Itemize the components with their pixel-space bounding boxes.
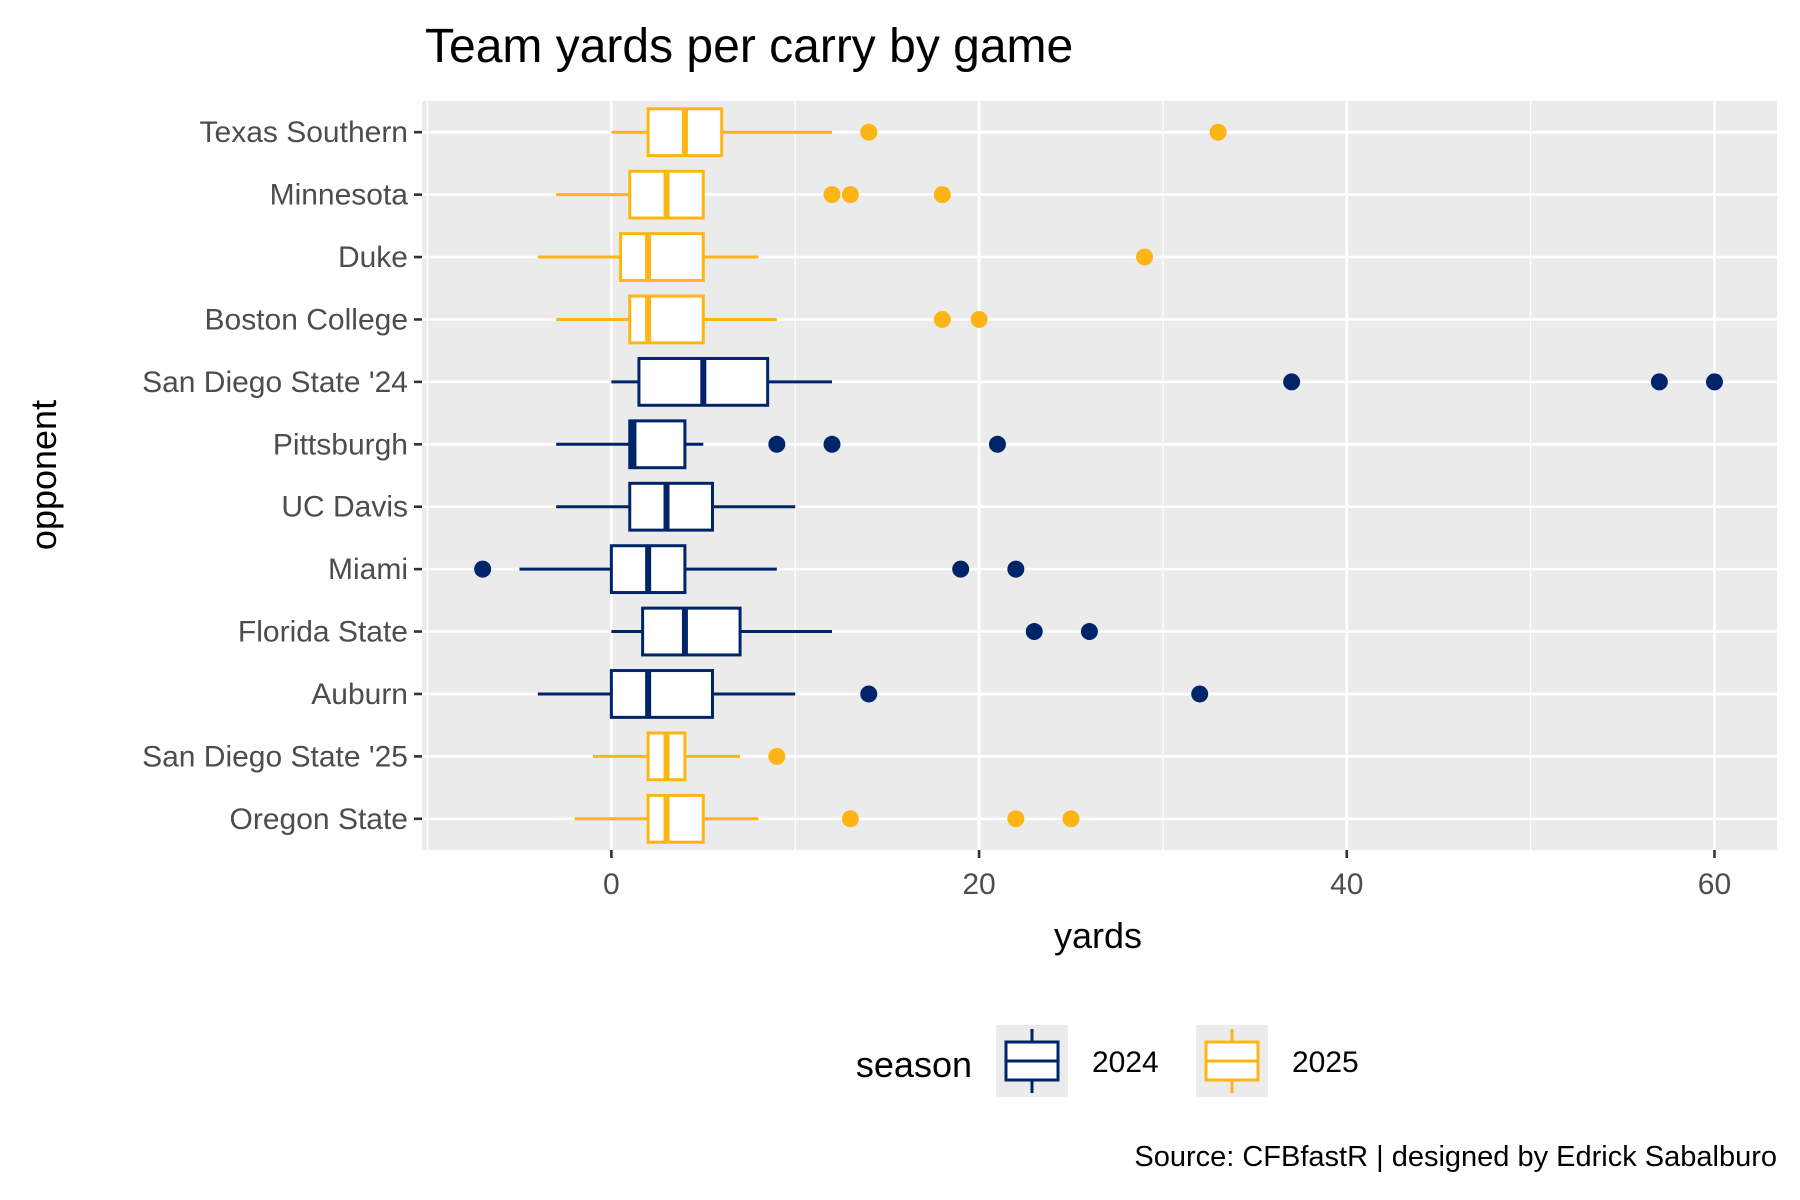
outlier-point bbox=[970, 310, 988, 328]
box-iqr bbox=[609, 669, 714, 719]
outlier-point bbox=[768, 747, 786, 765]
box-iqr bbox=[641, 606, 742, 657]
outlier-point bbox=[988, 435, 1006, 453]
box-marks bbox=[474, 107, 1723, 844]
outlier-point bbox=[1209, 123, 1227, 141]
outlier-point bbox=[860, 123, 878, 141]
y-tick-label: Texas Southern bbox=[200, 116, 408, 149]
box-texas-southern bbox=[611, 107, 1227, 158]
outlier-point bbox=[1080, 623, 1098, 641]
legend-label: 2025 bbox=[1292, 1046, 1359, 1079]
box-uc-davis bbox=[556, 481, 796, 532]
outlier-point bbox=[933, 186, 951, 204]
outlier-point bbox=[1007, 560, 1025, 578]
y-tick-label: Duke bbox=[338, 241, 408, 274]
x-tick-label: 40 bbox=[1330, 868, 1363, 901]
y-tick-label: San Diego State '25 bbox=[142, 740, 408, 773]
x-axis: 0 20 40 60 bbox=[603, 850, 1731, 901]
outlier-point bbox=[841, 810, 859, 828]
outlier-point bbox=[823, 186, 841, 204]
box-auburn bbox=[537, 669, 1209, 719]
box-minnesota bbox=[556, 169, 951, 220]
box-san-diego-state-24 bbox=[611, 356, 1723, 407]
y-tick-label: UC Davis bbox=[281, 491, 408, 524]
x-tick-label: 0 bbox=[603, 868, 620, 901]
box-oregon-state bbox=[574, 793, 1080, 844]
box-boston-college bbox=[556, 294, 988, 345]
y-tick-label: Pittsburgh bbox=[273, 428, 408, 461]
outlier-point bbox=[1283, 373, 1301, 391]
box-iqr bbox=[628, 294, 705, 345]
outlier-point bbox=[1136, 248, 1154, 266]
outlier-point bbox=[933, 310, 951, 328]
box-duke bbox=[537, 232, 1154, 282]
outlier-point bbox=[768, 435, 786, 453]
y-tick-label: Auburn bbox=[311, 678, 408, 711]
y-axis: Texas Southern Minnesota Duke Boston Colleg… bbox=[142, 116, 422, 836]
outlier-point bbox=[1062, 810, 1080, 828]
outlier-point bbox=[841, 186, 859, 204]
box-iqr bbox=[628, 419, 687, 470]
legend-title: season bbox=[856, 1044, 972, 1085]
box-pittsburgh bbox=[556, 419, 1006, 470]
y-tick-label: Boston College bbox=[205, 303, 408, 336]
box-iqr bbox=[628, 481, 714, 532]
y-tick-label: Florida State bbox=[238, 616, 408, 649]
y-tick-label: Oregon State bbox=[230, 803, 408, 836]
y-tick-label: Minnesota bbox=[270, 179, 409, 212]
caption: Source: CFBfastR | designed by Edrick Sa… bbox=[1134, 1141, 1777, 1173]
box-iqr bbox=[646, 793, 705, 844]
y-tick-label: San Diego State '24 bbox=[142, 366, 408, 399]
outlier-point bbox=[1705, 373, 1723, 391]
y-tick-label: Miami bbox=[328, 553, 408, 586]
legend-key-2025 bbox=[1196, 1025, 1268, 1097]
x-tick-label: 60 bbox=[1698, 868, 1731, 901]
outlier-point bbox=[474, 560, 492, 578]
legend-key-2024 bbox=[996, 1025, 1068, 1097]
box-san-diego-state-25 bbox=[592, 731, 786, 782]
outlier-point bbox=[860, 685, 878, 703]
outlier-point bbox=[952, 560, 970, 578]
outlier-point bbox=[1650, 373, 1668, 391]
box-iqr bbox=[619, 232, 705, 282]
outlier-point bbox=[1191, 685, 1209, 703]
legend-label: 2024 bbox=[1092, 1046, 1159, 1079]
outlier-point bbox=[1025, 623, 1043, 641]
y-axis-title: opponent bbox=[23, 400, 64, 550]
chart-title: Team yards per carry by game bbox=[425, 20, 1073, 73]
box-florida-state bbox=[611, 606, 1098, 657]
outlier-point bbox=[1007, 810, 1025, 828]
legend: season 2024 2025 bbox=[856, 1025, 1359, 1097]
outlier-point bbox=[823, 435, 841, 453]
x-tick-label: 20 bbox=[962, 868, 995, 901]
plot-panel bbox=[422, 101, 1777, 850]
box-miami bbox=[474, 544, 1025, 595]
x-axis-title: yards bbox=[1054, 915, 1142, 956]
